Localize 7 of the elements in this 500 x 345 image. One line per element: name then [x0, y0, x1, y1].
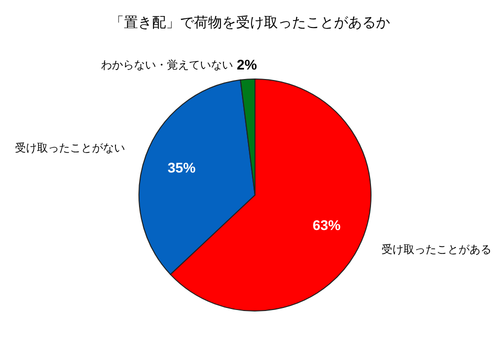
slice-label: 受け取ったことがない: [15, 141, 126, 154]
data-label: 35%: [168, 160, 196, 176]
data-label: 2%: [236, 56, 258, 72]
chart-title: 「置き配」で荷物を受け取ったことがあるか: [110, 15, 390, 31]
slice-label: 受け取ったことがある: [382, 242, 492, 256]
slice-label: わからない・覚えていない: [100, 58, 233, 72]
data-label: 63%: [312, 216, 342, 233]
